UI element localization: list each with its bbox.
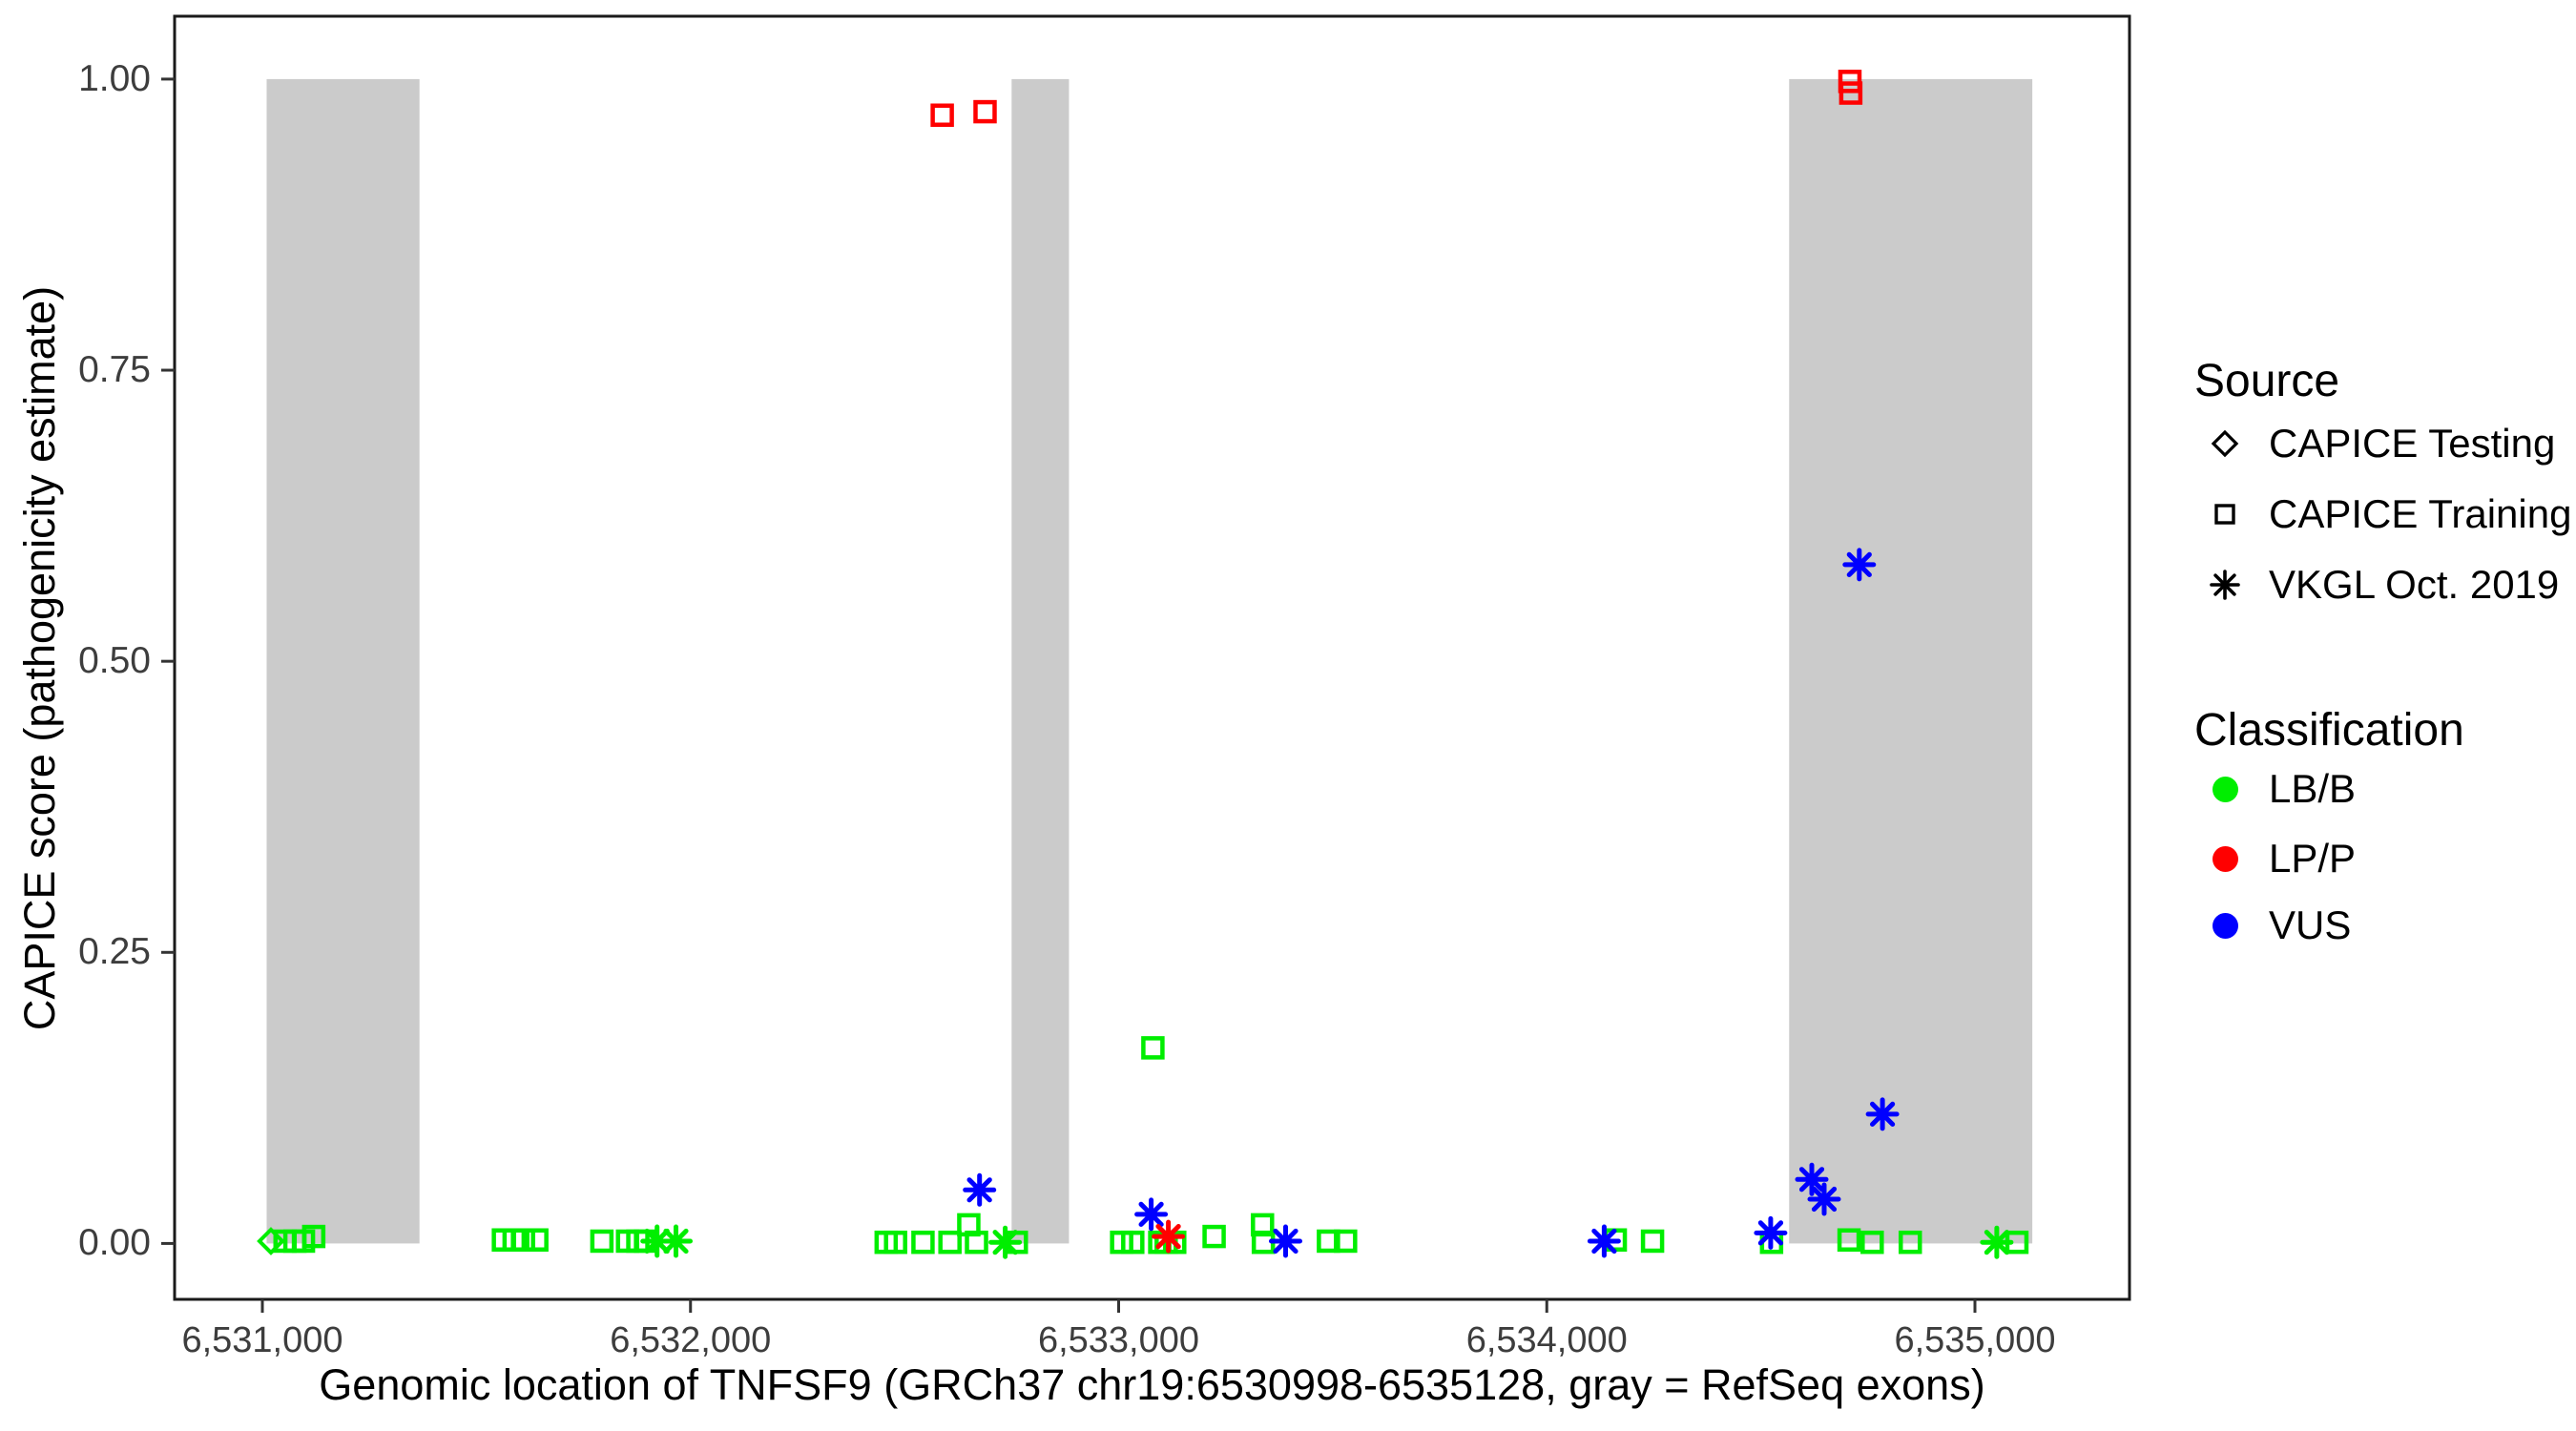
- diamond-icon: [2194, 423, 2255, 465]
- exon-rect: [266, 78, 420, 1244]
- y-tick-label: 0.75: [78, 349, 151, 391]
- data-point-asterisk: [640, 1224, 675, 1258]
- legend-item-label: VKGL Oct. 2019: [2269, 562, 2560, 607]
- data-point-asterisk: [1980, 1225, 2014, 1259]
- x-tick-label: 6,535,000: [1894, 1320, 2056, 1360]
- data-point-square: [883, 1230, 907, 1255]
- legend-item-label: CAPICE Training: [2269, 491, 2572, 536]
- square-icon: [2194, 493, 2255, 535]
- data-point-square: [525, 1228, 549, 1253]
- data-point-square: [973, 99, 997, 124]
- data-point-square: [1640, 1229, 1665, 1254]
- data-point-square: [1898, 1230, 1922, 1255]
- data-point-square: [1141, 1036, 1165, 1060]
- legend-classification-title: Classification: [2194, 705, 2464, 756]
- legend-item-vus: VUS: [2194, 895, 2351, 956]
- data-point-asterisk: [1269, 1224, 1302, 1258]
- data-point-square: [1334, 1229, 1358, 1254]
- panel-border: [173, 14, 2131, 1301]
- legend-item-vkgl: VKGL Oct. 2019: [2194, 554, 2559, 615]
- data-point-square: [511, 1228, 535, 1253]
- legend-item-label: LP/P: [2269, 836, 2357, 881]
- y-axis-title: CAPICE score (pathogenicity estimate): [15, 285, 64, 1031]
- data-point-square: [590, 1229, 614, 1254]
- data-point-asterisk: [963, 1172, 997, 1207]
- data-point-square: [1839, 81, 1863, 105]
- x-tick-label: 6,531,000: [181, 1320, 343, 1360]
- data-point-square: [1860, 1230, 1884, 1255]
- data-point-asterisk: [1152, 1219, 1186, 1254]
- x-tick-label: 6,534,000: [1465, 1320, 1628, 1360]
- x-axis-title: Genomic location of TNFSF9 (GRCh37 chr19…: [319, 1360, 1985, 1409]
- data-point-square: [938, 1230, 962, 1255]
- data-point-square: [1121, 1230, 1145, 1255]
- data-point-asterisk: [1865, 1097, 1900, 1131]
- lbb-dot-icon: [2212, 776, 2238, 802]
- legend-item-capice-testing: CAPICE Testing: [2194, 413, 2555, 474]
- y-tick-label: 0.50: [78, 640, 151, 682]
- data-point-square: [1837, 1228, 1861, 1253]
- data-point-asterisk: [1807, 1182, 1841, 1216]
- exon-rect: [1789, 78, 2033, 1244]
- data-point-square: [301, 1224, 326, 1249]
- x-tick-label: 6,533,000: [1037, 1320, 1200, 1360]
- data-point-square: [965, 1230, 988, 1255]
- lpp-dot-icon: [2212, 845, 2238, 872]
- x-tick-label: 6,532,000: [610, 1320, 772, 1360]
- legend-item-lbb: LB/B: [2194, 758, 2356, 819]
- data-point-asterisk: [1795, 1162, 1829, 1196]
- data-point-asterisk: [1587, 1224, 1621, 1258]
- legend-item-label: CAPICE Testing: [2269, 421, 2556, 466]
- y-tick-label: 1.00: [78, 57, 151, 99]
- legend-item-capice-training: CAPICE Training: [2194, 484, 2571, 545]
- data-point-square: [1202, 1224, 1226, 1249]
- data-point-square: [911, 1230, 935, 1255]
- legend-source-title: Source: [2194, 356, 2340, 406]
- data-point-square: [2005, 1230, 2029, 1255]
- legend-item-label: VUS: [2269, 902, 2352, 947]
- legend-item-lpp: LP/P: [2194, 828, 2356, 889]
- data-point-asterisk: [1134, 1197, 1169, 1232]
- data-point-square: [1004, 1230, 1028, 1255]
- data-point-asterisk: [1754, 1215, 1788, 1250]
- vus-dot-icon: [2212, 912, 2238, 939]
- data-point-square: [930, 103, 954, 127]
- data-point-asterisk: [659, 1224, 693, 1258]
- data-point-asterisk: [1842, 548, 1877, 582]
- y-tick-label: 0.00: [78, 1222, 151, 1264]
- exon-rect: [1011, 78, 1070, 1244]
- asterisk-icon: [2194, 564, 2255, 606]
- legend-item-label: LB/B: [2269, 766, 2357, 811]
- y-tick-label: 0.25: [78, 931, 151, 973]
